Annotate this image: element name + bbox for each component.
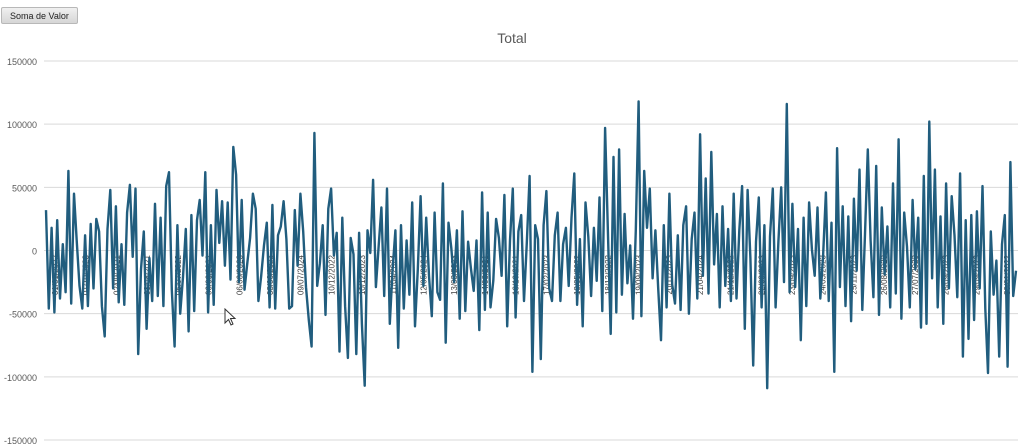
x-tick-label: 17/02/2023 bbox=[542, 254, 551, 295]
x-tick-label: 24/03/2023 bbox=[819, 254, 828, 295]
x-tick-label: 19/09/2023 bbox=[634, 254, 643, 295]
x-tick-label: 09/07/2024 bbox=[297, 254, 306, 295]
x-tick-label: 10/12/2022 bbox=[327, 254, 336, 295]
y-tick-label: 150000 bbox=[7, 57, 37, 67]
x-tick-label: 28/09/2023 bbox=[942, 254, 951, 295]
y-tick-label: 0 bbox=[32, 247, 37, 257]
soma-de-valor-field-button[interactable]: Soma de Valor bbox=[1, 7, 78, 24]
y-axis-tick-labels: 150000 100000 50000 0 -50000 -100000 -150000 bbox=[4, 57, 37, 446]
chart-title: Total bbox=[497, 30, 527, 46]
y-tick-label: 100000 bbox=[7, 120, 37, 130]
x-tick-label: 23/09/2023 bbox=[788, 254, 797, 295]
x-tick-label: 30/01/2022 bbox=[1003, 254, 1012, 295]
x-tick-label: 25/11/2023 bbox=[849, 254, 858, 294]
x-tick-label: 20/11/2023 bbox=[665, 254, 674, 294]
y-tick-label: 50000 bbox=[12, 183, 37, 193]
series-line-total bbox=[44, 100, 1018, 390]
y-tick-label: -150000 bbox=[4, 436, 37, 446]
y-tick-label: -50000 bbox=[9, 310, 37, 320]
mouse-pointer-icon bbox=[224, 308, 237, 326]
x-tick-label: 10/12/2023 bbox=[358, 254, 367, 295]
x-tick-label: 21/04/2024 bbox=[696, 254, 705, 295]
y-tick-label: -100000 bbox=[4, 373, 37, 383]
x-tick-label: 27/07/2023 bbox=[911, 254, 920, 295]
x-tick-label: 29/09/2023 bbox=[972, 254, 981, 295]
